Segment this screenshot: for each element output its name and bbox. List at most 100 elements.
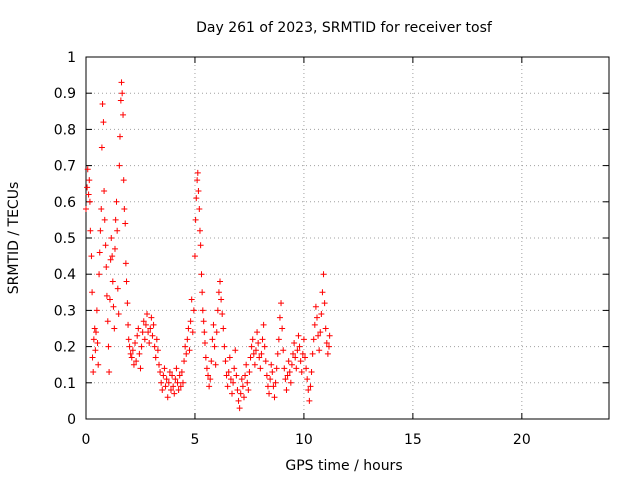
data-point bbox=[159, 387, 166, 394]
data-point bbox=[109, 278, 116, 285]
data-point bbox=[88, 253, 95, 260]
data-point bbox=[279, 325, 286, 332]
data-point bbox=[276, 314, 283, 321]
y-tick-label: 0.8 bbox=[54, 122, 76, 138]
data-point bbox=[215, 289, 222, 296]
data-point bbox=[260, 321, 267, 328]
data-point bbox=[208, 358, 215, 365]
data-point bbox=[111, 245, 118, 252]
data-point bbox=[86, 198, 93, 205]
data-point bbox=[130, 361, 137, 368]
data-point bbox=[247, 354, 254, 361]
data-point bbox=[274, 350, 281, 357]
data-point bbox=[139, 329, 146, 336]
data-point bbox=[205, 372, 212, 379]
data-point bbox=[244, 379, 251, 386]
data-point bbox=[119, 90, 126, 97]
data-point bbox=[305, 387, 312, 394]
data-point bbox=[229, 390, 236, 397]
data-point bbox=[98, 144, 105, 151]
data-point bbox=[140, 318, 147, 325]
data-point bbox=[181, 358, 188, 365]
data-point bbox=[167, 387, 174, 394]
data-point bbox=[201, 329, 208, 336]
chart-title: Day 261 of 2023, SRMTID for receiver tos… bbox=[196, 20, 493, 36]
data-point bbox=[196, 206, 203, 213]
data-point bbox=[240, 394, 247, 401]
data-point bbox=[245, 387, 252, 394]
data-point bbox=[133, 358, 140, 365]
data-point bbox=[293, 365, 300, 372]
data-point bbox=[91, 325, 98, 332]
data-point bbox=[101, 187, 108, 194]
data-point bbox=[126, 343, 133, 350]
data-point bbox=[316, 347, 323, 354]
data-point bbox=[112, 216, 119, 223]
data-point bbox=[235, 397, 242, 404]
data-point bbox=[165, 379, 172, 386]
data-point bbox=[191, 253, 198, 260]
data-point bbox=[154, 347, 161, 354]
y-tick-label: 1 bbox=[67, 50, 76, 66]
data-point bbox=[233, 372, 240, 379]
data-point bbox=[306, 397, 313, 404]
data-point bbox=[212, 361, 219, 368]
data-point bbox=[303, 365, 310, 372]
data-point bbox=[206, 383, 213, 390]
data-point bbox=[185, 325, 192, 332]
data-point bbox=[221, 343, 228, 350]
data-point bbox=[214, 307, 221, 314]
data-point bbox=[144, 311, 151, 318]
data-point bbox=[121, 206, 128, 213]
data-point bbox=[107, 256, 114, 263]
data-point bbox=[149, 332, 156, 339]
y-tick-label: 0.9 bbox=[54, 86, 76, 102]
data-point bbox=[174, 379, 181, 386]
data-point bbox=[317, 329, 324, 336]
data-point bbox=[232, 347, 239, 354]
data-point bbox=[234, 387, 241, 394]
data-point bbox=[194, 177, 201, 184]
data-point bbox=[178, 368, 185, 375]
y-tick-label: 0.5 bbox=[54, 231, 76, 247]
data-point bbox=[111, 325, 118, 332]
data-point bbox=[89, 354, 96, 361]
y-tick-label: 0.2 bbox=[54, 340, 76, 356]
data-point bbox=[239, 383, 246, 390]
data-point bbox=[87, 227, 94, 234]
data-point bbox=[110, 303, 117, 310]
data-point bbox=[211, 343, 218, 350]
data-point bbox=[230, 379, 237, 386]
data-point bbox=[246, 368, 253, 375]
data-point bbox=[184, 336, 191, 343]
data-point bbox=[210, 321, 217, 328]
data-point bbox=[299, 350, 306, 357]
x-axis-label: GPS time / hours bbox=[285, 458, 402, 474]
data-point bbox=[268, 361, 275, 368]
data-point bbox=[275, 336, 282, 343]
data-point bbox=[108, 235, 115, 241]
data-point bbox=[263, 372, 270, 379]
data-point bbox=[95, 361, 102, 368]
data-point bbox=[270, 383, 277, 390]
data-point bbox=[127, 350, 134, 357]
data-point bbox=[195, 187, 202, 194]
data-point bbox=[304, 376, 311, 383]
data-point bbox=[122, 220, 129, 227]
data-point bbox=[297, 358, 304, 365]
data-point bbox=[142, 321, 149, 328]
data-point bbox=[272, 379, 279, 386]
data-point bbox=[231, 365, 238, 372]
data-point bbox=[288, 361, 295, 368]
data-point bbox=[150, 321, 157, 328]
data-point bbox=[96, 249, 103, 256]
data-point bbox=[129, 347, 136, 354]
data-point bbox=[145, 329, 152, 336]
data-point bbox=[236, 405, 243, 412]
data-point bbox=[269, 368, 276, 375]
data-point bbox=[284, 372, 291, 379]
data-point bbox=[106, 296, 113, 303]
data-point bbox=[248, 343, 255, 350]
data-point bbox=[294, 347, 301, 354]
data-point bbox=[175, 387, 182, 394]
